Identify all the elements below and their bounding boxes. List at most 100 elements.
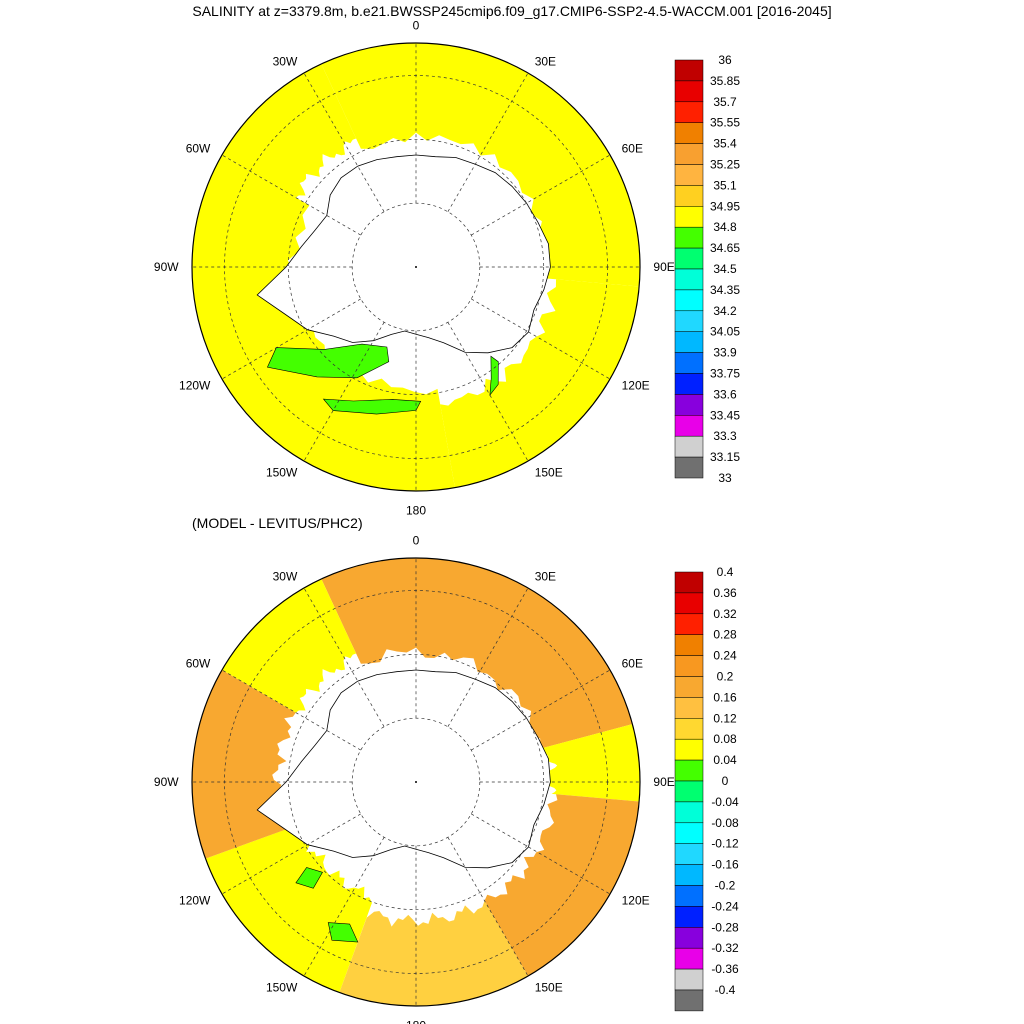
colorbar-label: -0.16 — [711, 858, 739, 872]
difference-region-drake — [218, 573, 357, 713]
colorbar-label: 34.05 — [710, 325, 740, 339]
colorbar-swatch — [674, 571, 704, 594]
colorbar-label: -0.36 — [711, 962, 739, 976]
colorbar-swatch — [674, 143, 704, 165]
colorbar-swatch — [674, 718, 704, 740]
colorbar-swatch — [674, 843, 704, 865]
longitude-label: 180 — [406, 503, 426, 517]
colorbar-swatch — [674, 456, 704, 479]
colorbar-label: 0.12 — [713, 711, 737, 725]
colorbar-swatch — [674, 226, 704, 249]
colorbar-label: 33 — [718, 471, 732, 485]
colorbar-swatch — [674, 268, 704, 291]
colorbar-label: 34.95 — [710, 199, 740, 213]
colorbar-label: 36 — [718, 53, 732, 67]
colorbar-label: 33.9 — [713, 346, 737, 360]
difference-pocket-green-2 — [295, 867, 323, 889]
colorbar-swatch — [674, 822, 704, 844]
colorbar-label: -0.08 — [711, 816, 739, 830]
longitude-label: 0 — [413, 534, 420, 548]
colorbar-swatch — [674, 885, 704, 907]
colorbar-swatch — [674, 592, 704, 615]
colorbar-swatch — [674, 164, 704, 186]
colorbar-swatch — [674, 415, 704, 437]
colorbar-label: 0.04 — [713, 753, 737, 767]
salinity-pocket-ross — [266, 343, 390, 379]
colorbar-label: 35.7 — [713, 95, 737, 109]
longitude-label: 30E — [535, 54, 556, 68]
salinity-pole-dot — [415, 266, 417, 268]
longitude-label: 150E — [535, 466, 563, 480]
colorbar-swatch — [674, 331, 704, 353]
longitude-label: 180 — [406, 1018, 426, 1024]
colorbar-label: -0.12 — [711, 837, 739, 851]
colorbar-swatch — [674, 122, 704, 144]
colorbar-swatch — [674, 927, 704, 949]
colorbar-label: 35.55 — [710, 116, 740, 130]
colorbar-swatch — [674, 185, 704, 207]
longitude-label: 90E — [653, 775, 674, 789]
colorbar-swatch — [674, 780, 704, 803]
longitude-label: 120W — [179, 379, 211, 393]
difference-pole-dot — [415, 781, 417, 783]
colorbar-swatch — [674, 968, 704, 991]
salinity-longitude-labels: 0 30E 60E 90E 120E 150E 180 150W 120W 90W 60W 30W — [154, 19, 675, 518]
salinity-frame — [191, 42, 641, 492]
colorbar-swatch — [674, 394, 704, 416]
colorbar-swatch — [674, 655, 704, 677]
colorbar-label: -0.04 — [711, 795, 739, 809]
longitude-label: 60W — [186, 656, 211, 670]
colorbar-swatch — [674, 80, 704, 103]
colorbar-label: 0.32 — [713, 607, 737, 621]
colorbar-swatch — [674, 697, 704, 719]
colorbar-label: 0.16 — [713, 690, 737, 704]
difference-longitude-labels: 0 30E 60E 90E 120E 150E 180 150W 120W 90W 60W 30W — [154, 534, 675, 1024]
colorbar-label: 35.25 — [710, 158, 740, 172]
colorbar-swatch — [674, 435, 704, 458]
longitude-label: 60E — [622, 656, 643, 670]
salinity-antarctica — [256, 154, 551, 354]
colorbar-label: 0.4 — [717, 565, 734, 579]
colorbar-label: -0.24 — [711, 899, 739, 913]
colorbar-swatch — [674, 247, 704, 270]
colorbar-label: 34.8 — [713, 220, 737, 234]
figure-title: SALINITY at z=3379.8m, b.e21.BWSSP245cmi… — [192, 3, 832, 19]
colorbar-label: -0.28 — [711, 920, 739, 934]
colorbar-label: 35.4 — [713, 137, 737, 151]
colorbar-label: 35.85 — [710, 74, 740, 88]
colorbar-swatch — [674, 613, 704, 635]
colorbar-label: 33.6 — [713, 387, 737, 401]
colorbar-swatch — [674, 101, 704, 123]
colorbar-swatch — [674, 738, 704, 761]
colorbar-swatch — [674, 989, 704, 1012]
difference-title: (MODEL - LEVITUS/PHC2) — [192, 515, 363, 531]
longitude-label: 120E — [622, 894, 650, 908]
colorbar-label: 33.3 — [713, 429, 737, 443]
colorbar-swatch — [674, 59, 704, 82]
difference-pocket-green — [327, 922, 359, 943]
colorbar-swatch — [674, 634, 704, 656]
difference-graticule — [192, 558, 640, 1006]
longitude-label: 150W — [266, 466, 298, 480]
salinity-pocket-ross-shelf — [322, 398, 422, 415]
colorbar-label: 0.28 — [713, 628, 737, 642]
colorbar-swatch — [674, 759, 704, 782]
salinity-region-pacific-east — [440, 279, 640, 491]
colorbar-swatch — [674, 352, 704, 374]
colorbar-label: -0.2 — [715, 879, 736, 893]
longitude-label: 150W — [266, 981, 298, 995]
salinity-region-atlantic-indian — [318, 43, 640, 288]
colorbar-swatch — [674, 676, 704, 698]
longitude-label: 120W — [179, 894, 211, 908]
longitude-label: 90E — [653, 260, 674, 274]
longitude-label: 120E — [622, 379, 650, 393]
colorbar-swatch — [674, 801, 704, 824]
difference-colorbar: 0.4 0.36 0.32 0.28 0.24 0.2 0.16 0.12 0.08 0.04 0 -… — [674, 565, 739, 1012]
difference-antarctica — [256, 669, 551, 869]
colorbar-label: 34.5 — [713, 262, 737, 276]
colorbar-label: 0.08 — [713, 732, 737, 746]
colorbar-label: 0.2 — [717, 670, 734, 684]
longitude-label: 90W — [154, 775, 179, 789]
colorbar-label: 0 — [722, 774, 729, 788]
